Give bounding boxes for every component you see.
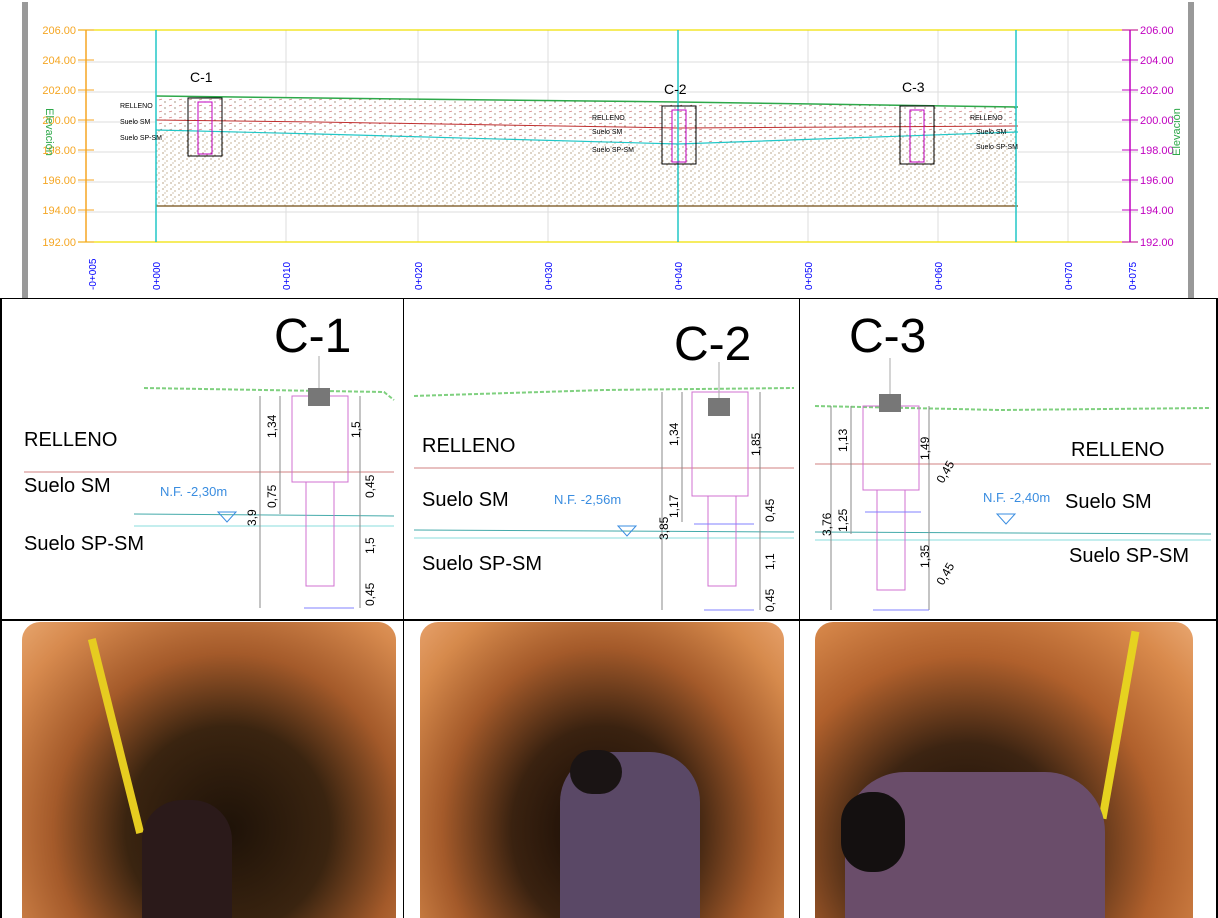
pit-label-c2: C-2 [664,81,687,97]
dim-label: 1,13 [836,428,850,452]
detail-drawing-c1: C-1 RELLENO Suelo SM Suelo SP-SM N.F. -2… [24,310,395,609]
layer-label: Suelo SP-SM [592,147,634,154]
elev-tick-right: 192.00 [1140,237,1174,249]
detail-panel-c2: C-2 RELLENO Suelo SM Suelo SP-SM N.F. -2… [404,300,798,618]
detail-drawing-c3: C-3 RELLENO Suelo SM Suelo SP-SM N.F. -2… [814,310,1212,611]
layer-sp-sm: Suelo SP-SM [24,533,144,555]
dim-label: 1,5 [363,537,377,554]
station-tick: -0+005 [88,258,99,290]
dim-label: 1,35 [918,544,932,568]
layer-sm: Suelo SM [24,475,111,497]
dim-label: 1,1 [763,553,777,570]
detail-title: C-1 [274,310,351,363]
dim-label: 3,76 [820,512,834,536]
elev-tick-right: 200.00 [1140,115,1174,127]
layer-relleno: RELLENO [1071,439,1164,461]
dim-label: 1,85 [749,432,763,456]
layer-label: RELLENO [120,103,153,110]
station-tick: 0+020 [414,261,425,290]
layer-sm: Suelo SM [1065,491,1152,513]
layer-label: Suelo SM [592,129,623,136]
detail-panel-c3: C-3 RELLENO Suelo SM Suelo SP-SM N.F. -2… [801,300,1215,618]
detail-title: C-3 [849,310,926,363]
dim-label: 1,34 [667,422,681,446]
layer-sp-sm: Suelo SP-SM [422,553,542,575]
layer-label: RELLENO [970,115,1003,122]
water-level-label: N.F. -2,30m [160,484,227,499]
elev-tick-right: 202.00 [1140,85,1174,97]
detail-title: C-2 [674,318,751,371]
pit-label-c1: C-1 [190,69,213,85]
dim-label: 0,45 [933,458,957,486]
excavation-photo-c2-icon [420,622,784,918]
dim-label: 1,25 [836,508,850,532]
station-tick: 0+050 [804,261,815,290]
elev-tick-right: 204.00 [1140,55,1174,67]
dim-label: 0,45 [763,588,777,612]
dim-label: 3,9 [245,509,259,526]
station-tick: 0+000 [152,261,163,290]
detail-drawing-c2: C-2 RELLENO Suelo SM Suelo SP-SM N.F. -2… [413,318,795,612]
pit-label-c3: C-3 [902,79,925,95]
station-tick: 0+010 [282,261,293,290]
elev-tick: 196.00 [42,175,76,187]
elev-tick: 192.00 [42,237,76,249]
elev-tick-right: 194.00 [1140,205,1174,217]
elev-tick-right: 198.00 [1140,145,1174,157]
station-tick: 0+060 [934,261,945,290]
station-tick: 0+040 [674,261,685,290]
dim-label: 3,85 [657,516,671,540]
elev-tick: 200.00 [42,115,76,127]
layer-relleno: RELLENO [422,435,515,457]
elev-tick: 194.00 [42,205,76,217]
water-level-label: N.F. -2,56m [554,492,621,507]
dim-label: 0,45 [363,474,377,498]
layer-sp-sm: Suelo SP-SM [1069,545,1189,567]
layer-label: Suelo SM [120,119,151,126]
dim-label: 0,45 [363,582,377,606]
dim-label: 0,45 [763,498,777,522]
layer-label: Suelo SM [976,129,1007,136]
elev-axis-label-left: Elevación [43,108,55,156]
dim-label: 0,45 [933,560,957,588]
excavation-photo-c1-icon [22,622,396,918]
profile-panel: 206.00 204.00 202.00 200.00 198.00 196.0… [18,2,1200,298]
dim-label: 1,49 [918,436,932,460]
elev-tick: 204.00 [42,55,76,67]
layer-label: Suelo SP-SM [976,144,1018,151]
elev-tick: 206.00 [42,25,76,37]
station-tick: 0+075 [1128,261,1139,290]
water-level-label: N.F. -2,40m [983,490,1050,505]
dim-label: 1,34 [265,414,279,438]
layer-label: RELLENO [592,115,625,122]
soil-profile-drawing: 206.00 204.00 202.00 200.00 198.00 196.0… [22,2,1194,298]
layer-sm: Suelo SM [422,489,509,511]
elev-tick: 198.00 [42,145,76,157]
station-tick: 0+070 [1064,261,1075,290]
dim-label: 1,17 [667,494,681,518]
excavation-photo-c3-icon [815,622,1193,918]
elev-tick: 202.00 [42,85,76,97]
dim-label: 1,5 [349,421,363,438]
layer-label: Suelo SP-SM [120,135,162,142]
station-tick: 0+030 [544,261,555,290]
detail-panel-c1: C-1 RELLENO Suelo SM Suelo SP-SM N.F. -2… [4,300,402,618]
layer-relleno: RELLENO [24,429,117,451]
dim-label: 0,75 [265,484,279,508]
elev-tick-right: 196.00 [1140,175,1174,187]
elev-axis-label-right: Elevación [1171,108,1183,156]
elev-tick-right: 206.00 [1140,25,1174,37]
